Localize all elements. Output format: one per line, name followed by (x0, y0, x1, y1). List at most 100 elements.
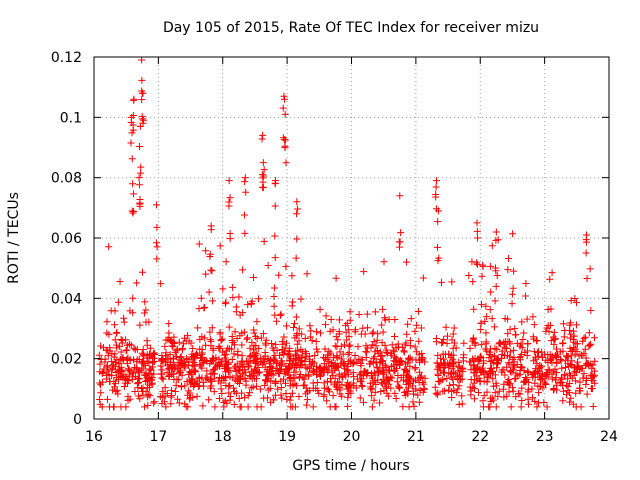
data-point (281, 136, 289, 144)
data-point (124, 365, 132, 373)
data-point (230, 400, 238, 408)
data-point (264, 356, 272, 364)
data-point (263, 377, 271, 385)
data-point (98, 403, 106, 411)
data-point (103, 375, 111, 383)
data-point (470, 305, 478, 313)
data-point (370, 338, 378, 346)
data-point (392, 394, 400, 402)
data-point (171, 387, 179, 395)
data-point (194, 324, 202, 332)
data-point (476, 378, 484, 386)
data-point (290, 356, 298, 364)
data-point (397, 374, 405, 382)
data-point (435, 254, 443, 262)
data-point (246, 389, 254, 397)
data-point (533, 336, 541, 344)
data-point (481, 317, 489, 325)
data-point (379, 328, 387, 336)
data-point (502, 345, 510, 353)
data-point (103, 363, 111, 371)
data-point (104, 362, 112, 370)
data-point (434, 391, 442, 399)
data-point (222, 373, 230, 381)
data-point (453, 389, 461, 397)
data-point (228, 345, 236, 353)
data-point (566, 334, 574, 342)
data-point (174, 395, 182, 403)
data-point (195, 373, 203, 381)
data-point (508, 368, 516, 376)
y-tick-label: 0.02 (51, 352, 82, 368)
data-point (141, 362, 149, 370)
data-point (440, 387, 448, 395)
data-point (137, 163, 145, 171)
data-point (550, 368, 558, 376)
data-point (534, 399, 542, 407)
data-point (323, 377, 331, 385)
data-point (492, 236, 500, 244)
data-point (135, 143, 143, 151)
data-point (529, 394, 537, 402)
data-point (547, 354, 555, 362)
data-point (328, 359, 336, 367)
data-point (297, 295, 305, 303)
data-point (524, 388, 532, 396)
data-point (130, 344, 138, 352)
data-point (120, 314, 128, 322)
data-point (242, 377, 250, 385)
data-point (493, 345, 501, 353)
data-point (313, 345, 321, 353)
data-point (134, 384, 142, 392)
data-point (337, 355, 345, 363)
data-point (108, 366, 116, 374)
data-point (500, 393, 508, 401)
data-point (293, 235, 301, 243)
x-tick-label: 21 (407, 429, 425, 445)
data-point (236, 403, 244, 411)
data-point (396, 192, 404, 200)
data-point (203, 367, 211, 375)
data-point (433, 365, 441, 373)
data-point (225, 323, 233, 331)
data-point (353, 358, 361, 366)
data-point (372, 342, 380, 350)
data-point (313, 371, 321, 379)
data-point (445, 386, 453, 394)
data-point (473, 259, 481, 267)
data-point (276, 366, 284, 374)
data-point (282, 389, 290, 397)
data-point (579, 337, 587, 345)
data-point (116, 342, 124, 350)
data-point (387, 384, 395, 392)
data-point (584, 359, 592, 367)
data-point (551, 336, 559, 344)
data-point (358, 382, 366, 390)
data-point (333, 352, 341, 360)
data-point (515, 390, 523, 398)
data-point (208, 324, 216, 332)
data-point (251, 365, 259, 373)
data-point (503, 363, 511, 371)
data-point (181, 400, 189, 408)
data-point (566, 380, 574, 388)
data-point (215, 343, 223, 351)
data-point (129, 294, 137, 302)
data-point (253, 335, 261, 343)
data-point (346, 308, 354, 316)
data-point (558, 379, 566, 387)
data-point (562, 364, 570, 372)
data-point (456, 375, 464, 383)
data-point (218, 335, 226, 343)
data-point (542, 373, 550, 381)
data-point (486, 394, 494, 402)
data-point (167, 393, 175, 401)
data-point (493, 360, 501, 368)
data-point (473, 227, 481, 235)
data-point (271, 232, 279, 240)
data-point (283, 322, 291, 330)
data-point (392, 354, 400, 362)
data-point (548, 359, 556, 367)
data-point (417, 324, 425, 332)
data-point (190, 362, 198, 370)
